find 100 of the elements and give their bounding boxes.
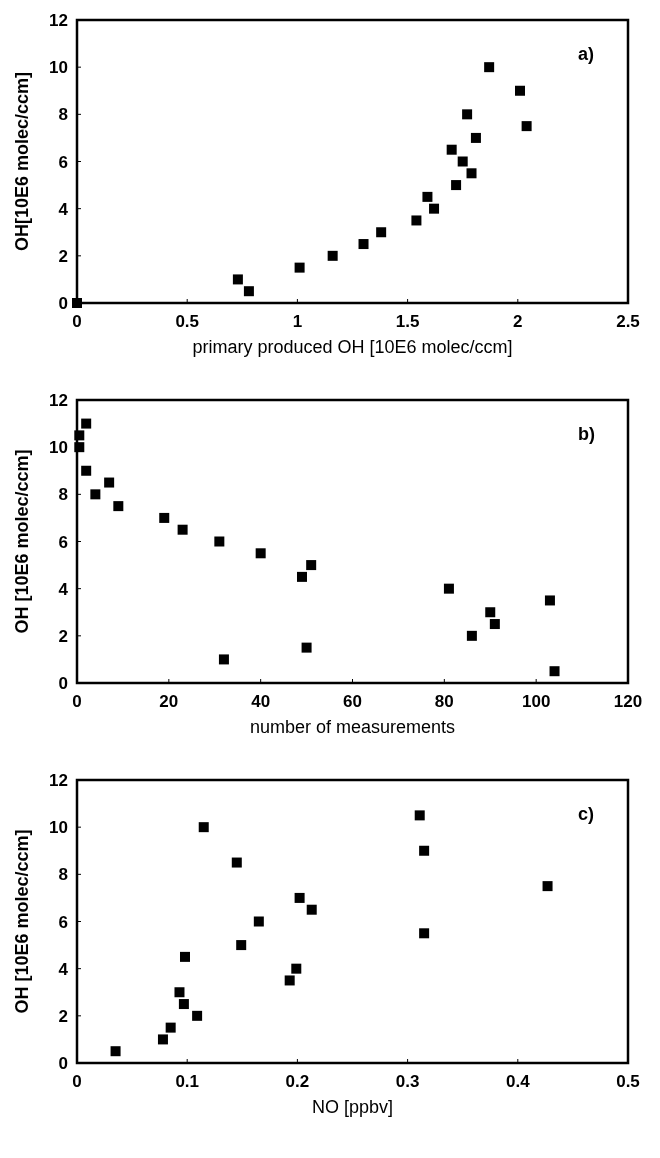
point [462,109,473,120]
point [419,928,430,939]
x-tick-label: 40 [251,692,271,711]
y-axis-title: OH [10E6 molec/ccm] [12,449,32,634]
point [74,430,85,441]
annotation: a) [578,44,595,64]
y-tick-label: 2 [58,626,68,646]
point [376,227,387,238]
x-tick-label: 1 [292,312,303,331]
point [81,465,92,476]
point [72,298,82,308]
x-tick-label: 0 [72,692,82,711]
point [306,904,317,915]
point [243,286,254,297]
point [457,156,468,167]
point [301,642,312,653]
point [306,560,317,571]
point [284,975,295,986]
x-tick-label: 1.5 [395,312,420,331]
y-tick-label: 6 [58,532,68,552]
point [466,630,477,641]
point [358,239,369,250]
y-tick-label: 8 [58,865,68,885]
x-tick-label: 60 [343,692,362,711]
y-axis-title: OH[10E6 molec/ccm] [12,71,32,252]
point [74,442,85,453]
y-tick-label: 4 [58,959,69,979]
point [549,666,560,677]
x-tick-label: 0.1 [175,1072,200,1091]
point [90,489,101,500]
point [451,180,462,191]
point [165,1022,176,1033]
point [446,144,457,155]
point [294,892,305,903]
y-tick-label: 12 [49,771,68,790]
y-tick-label: 0 [58,294,68,313]
y-tick-label: 2 [58,1006,68,1026]
y-tick-label: 12 [49,11,68,30]
point [419,845,430,856]
x-tick-label: 0 [72,1072,82,1091]
x-tick-label: 120 [613,692,643,711]
y-tick-label: 6 [58,152,68,172]
annotation: c) [578,804,595,824]
x-tick-label: 0.5 [616,1072,640,1091]
x-tick-label: 2 [513,312,523,331]
x-tick-label: 100 [521,692,551,711]
x-tick-label: 0.3 [395,1072,420,1091]
point [104,477,115,488]
annotation: b) [578,424,595,444]
point [113,501,124,512]
x-tick-label: 0.5 [175,312,200,331]
y-axis-title: OH [10E6 molec/ccm] [12,829,32,1014]
y-tick-label: 10 [49,818,68,838]
y-tick-label: 12 [49,391,68,410]
point [110,1046,121,1057]
point [544,595,555,606]
x-tick-label: 20 [159,692,179,711]
point [159,512,170,523]
point [466,168,477,179]
point [443,583,454,594]
point [157,1034,168,1045]
x-axis-title: primary produced OH [10E6 molec/ccm] [192,337,513,357]
point [218,654,229,665]
y-tick-label: 2 [58,246,68,266]
point [236,940,247,951]
point [177,524,188,535]
point [192,1010,203,1021]
point [232,274,243,285]
point [484,62,495,73]
point [542,881,553,892]
y-tick-label: 8 [58,485,68,505]
point [255,548,266,559]
y-tick-label: 6 [58,912,68,932]
point [174,987,185,998]
point [253,916,264,927]
point [521,121,532,132]
point [198,822,209,833]
y-tick-label: 0 [58,1054,68,1073]
point [470,132,481,143]
x-tick-label: 2.5 [616,312,640,331]
x-tick-label: 0.4 [505,1072,531,1091]
point [294,262,305,273]
y-tick-label: 8 [58,105,68,125]
point [485,607,496,618]
point [291,963,302,974]
x-tick-label: 0 [72,312,82,331]
point [214,536,225,547]
point [180,951,190,962]
point [231,857,242,868]
point [327,250,338,261]
x-tick-label: 0.2 [285,1072,310,1091]
y-tick-label: 10 [49,438,68,458]
x-axis-title: NO [ppbv] [311,1097,394,1117]
y-tick-label: 0 [58,674,68,693]
x-axis-title: number of measurements [249,717,456,737]
point [429,203,440,214]
y-tick-label: 10 [49,58,68,78]
point [414,810,425,821]
point [178,999,189,1010]
point [489,619,500,630]
